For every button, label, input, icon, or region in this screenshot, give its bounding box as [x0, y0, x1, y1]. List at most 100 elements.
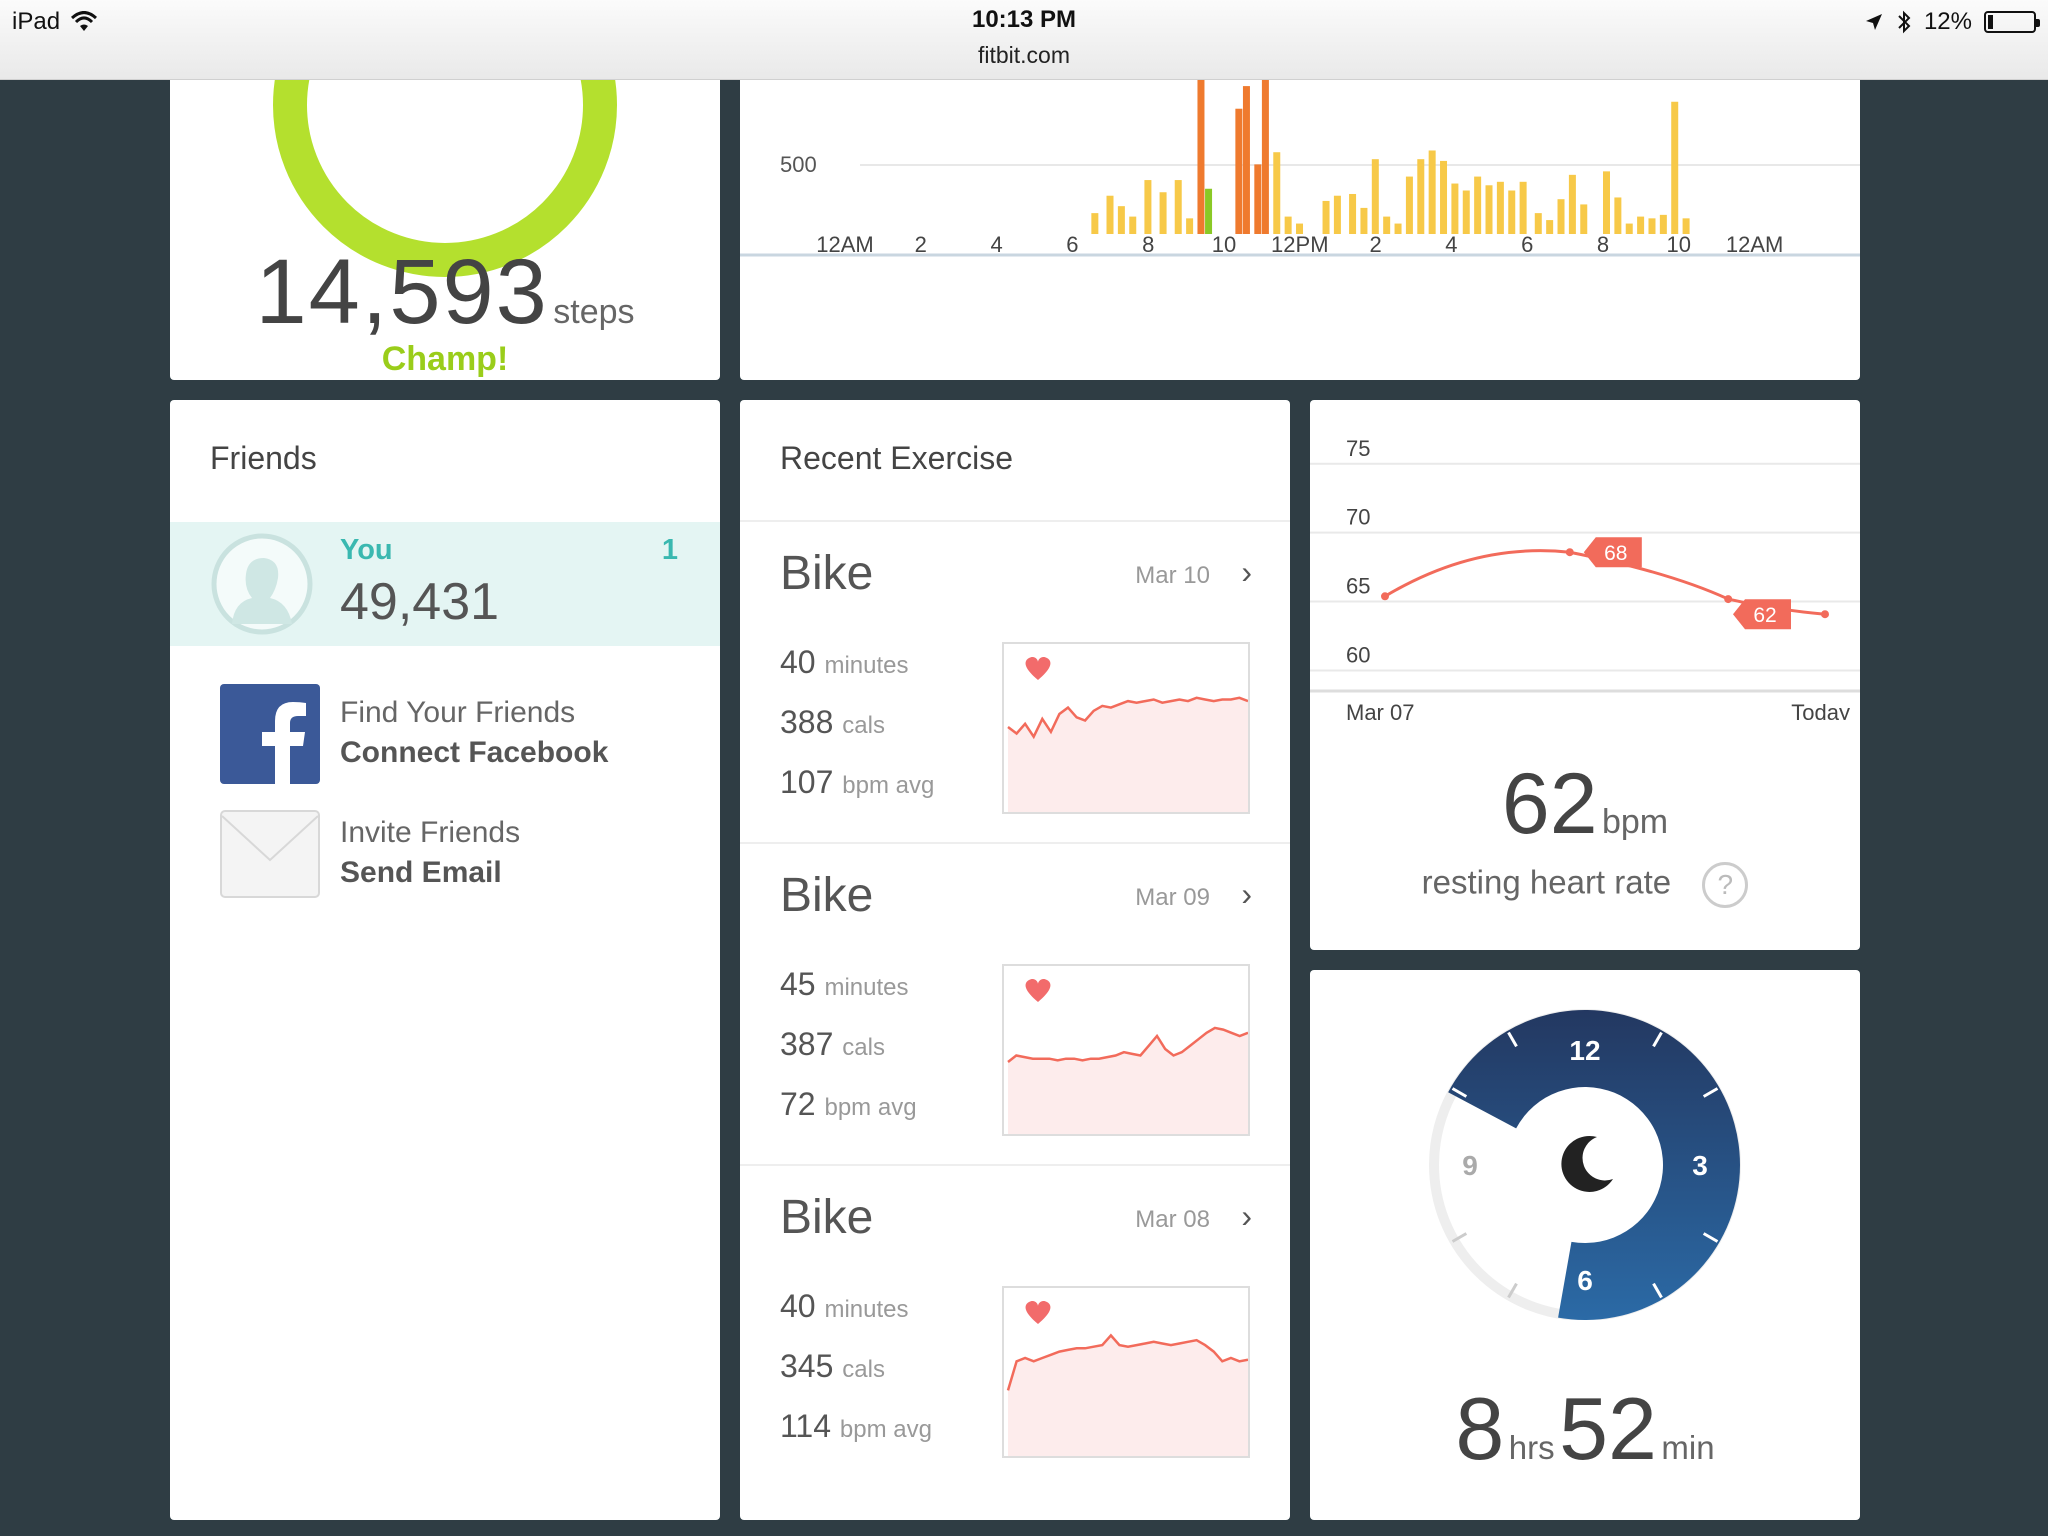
- activity-bar: [1625, 223, 1633, 234]
- moon-icon: [1561, 1135, 1613, 1192]
- activity-bar: [1242, 86, 1250, 234]
- activity-bar: [1174, 180, 1182, 234]
- facebook-line1: Find Your Friends: [340, 696, 576, 729]
- dial-label: 9: [1462, 1150, 1478, 1181]
- sleep-card[interactable]: 12 3 6 9 8 hrs 52 min: [1310, 970, 1860, 1520]
- exercise-type: Bike: [780, 1191, 874, 1244]
- status-bar-center: 10:13 PM fitbit.com: [0, 6, 2048, 69]
- activity-chart-card[interactable]: 500 12AM 2 4 6 8 10 12PM 2 4 6 8 10 12AM: [740, 40, 1860, 380]
- rhr-number: 62: [1501, 756, 1598, 852]
- x-axis-label: 10: [1212, 232, 1236, 257]
- exercise-bpm-unit: bpm avg: [842, 772, 935, 799]
- exercise-bpm: 72 bpm avg: [780, 1086, 917, 1123]
- activity-bar: [1333, 195, 1341, 234]
- exercise-bpm: 107 bpm avg: [780, 764, 934, 801]
- email-link[interactable]: Send Email: [340, 856, 502, 889]
- status-bar-right: 12%: [1864, 8, 2040, 36]
- exercise-date: Mar 10: [1135, 562, 1210, 589]
- hr-area: [1008, 1027, 1248, 1134]
- hr-value-flag: [1583, 537, 1642, 568]
- resting-heart-rate-card[interactable]: 75 70 65 60 68 62 Mar 07 Today 62 bpm restin…: [1310, 400, 1860, 950]
- activity-bar: [1614, 197, 1622, 234]
- activity-bar: [1371, 159, 1379, 234]
- exercise-item[interactable]: Bike Mar 09 › 45 minutes 387 cals 72 bpm avg: [740, 842, 1290, 1164]
- friends-card: Friends You 1 49,431 Find Your Friends C…: [170, 400, 720, 1520]
- y-axis-label-500: 500: [780, 152, 817, 177]
- chevron-right-icon[interactable]: ›: [1241, 1198, 1252, 1234]
- activity-bar: [1144, 180, 1152, 234]
- facebook-link[interactable]: Connect Facebook: [340, 736, 609, 769]
- activity-bar: [1235, 108, 1243, 234]
- x-axis-label: 6: [1521, 232, 1533, 257]
- hr-grid: 75 70 65 60: [1310, 436, 1860, 693]
- chevron-right-icon[interactable]: ›: [1241, 554, 1252, 590]
- steps-value: 14,593: [255, 241, 549, 343]
- dial-tick: [1507, 1031, 1518, 1048]
- status-bar-left: iPad: [12, 8, 98, 36]
- activity-bar: [1534, 213, 1542, 234]
- activity-bar: [1197, 60, 1205, 234]
- address-url[interactable]: fitbit.com: [977, 42, 1071, 68]
- hr-line: [1007, 1026, 1248, 1063]
- battery-icon: [1984, 11, 2040, 33]
- clock: 10:13 PM: [971, 6, 1077, 33]
- activity-bar: [1129, 216, 1137, 234]
- connect-facebook-item[interactable]: Find Your Friends Connect Facebook: [170, 680, 720, 790]
- activity-bar: [1296, 223, 1304, 234]
- dial-tick: [1652, 1282, 1663, 1299]
- activity-bar: [1603, 171, 1610, 234]
- x-axis-label: 12AM: [816, 232, 873, 257]
- help-icon[interactable]: ?: [1702, 862, 1749, 908]
- email-line1: Invite Friends: [340, 816, 521, 849]
- activity-bar: [1557, 199, 1565, 234]
- activity-bar: [1659, 214, 1667, 234]
- exercise-cals-unit: cals: [842, 712, 885, 739]
- activity-bar: [1474, 176, 1482, 234]
- activity-bar: [1671, 101, 1679, 234]
- dial-tick: [1702, 1087, 1719, 1098]
- exercise-type: Bike: [780, 869, 874, 922]
- friend-row-you[interactable]: You 1 49,431: [170, 522, 720, 646]
- activity-bar: [1637, 216, 1645, 234]
- activity-bar: [1405, 176, 1413, 234]
- exercise-minutes: 40 minutes: [780, 1288, 909, 1325]
- bluetooth-icon: [1898, 10, 1911, 34]
- chevron-right-icon[interactable]: ›: [1241, 876, 1252, 912]
- exercise-date: Mar 08: [1135, 1206, 1210, 1233]
- rhr-unit: bpm: [1601, 803, 1669, 841]
- envelope-icon: [220, 810, 320, 898]
- email-text: Invite Friends Send Email: [340, 816, 520, 890]
- exercise-item[interactable]: Bike Mar 08 › 40 minutes 345 cals 114 bpm avg: [740, 1164, 1290, 1486]
- sleep-minutes-unit: min: [1661, 1429, 1715, 1466]
- hr-line: [1006, 1333, 1248, 1391]
- activity-bar: [1519, 181, 1527, 234]
- sleep-duration: 8 hrs 52 min: [1310, 1378, 1860, 1480]
- hr-x-end: Today: [1791, 700, 1850, 720]
- exercise-cals-unit: cals: [842, 1034, 885, 1061]
- exercise-bpm-unit: bpm avg: [839, 1416, 932, 1443]
- exercise-cals-unit: cals: [842, 1356, 885, 1383]
- steps-progress-ring: [273, 40, 617, 277]
- friend-steps: 49,431: [340, 573, 500, 631]
- exercise-cals-value: 345: [780, 1348, 834, 1384]
- steps-card[interactable]: 14,593 steps Champ!: [170, 40, 720, 380]
- x-axis-label: 12PM: [1271, 232, 1328, 257]
- facebook-icon: [220, 684, 320, 784]
- activity-bar: [1254, 164, 1262, 234]
- exercise-cals-value: 387: [780, 1026, 834, 1062]
- heart-rate-line-chart: 75 70 65 60 68 62 Mar 07 Today: [1310, 436, 1860, 720]
- exercise-item[interactable]: Bike Mar 10 › 40 minutes 388 cals 107 bpm avg: [740, 520, 1290, 842]
- activity-bar: [1159, 192, 1167, 234]
- activity-bar: [1496, 181, 1504, 234]
- exercise-minutes: 45 minutes: [780, 966, 909, 1003]
- heart-icon: [1025, 656, 1051, 680]
- exercise-minutes: 40 minutes: [780, 644, 909, 681]
- activity-bar: [1273, 152, 1281, 234]
- resting-heart-rate-value: 62 bpm: [1310, 755, 1860, 854]
- battery-percent: 12%: [1923, 8, 1972, 35]
- dial-tick: [1652, 1031, 1663, 1048]
- bars-group: [1091, 60, 1690, 234]
- hr-line: [1007, 696, 1248, 740]
- send-email-item[interactable]: Invite Friends Send Email: [170, 800, 720, 910]
- exercise-minutes-value: 40: [780, 1288, 816, 1324]
